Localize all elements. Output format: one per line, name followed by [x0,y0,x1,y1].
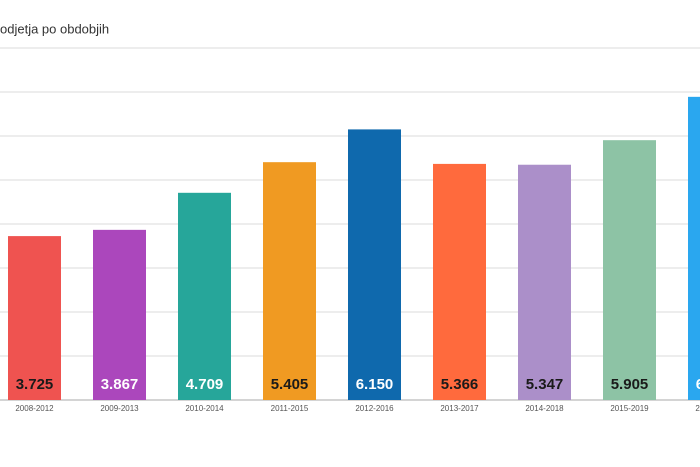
bar [688,96,700,400]
bar [518,164,571,400]
x-tick-label: 2013-2017 [440,404,479,413]
bar [178,192,231,400]
data-label: 3.725 [16,376,54,393]
x-tick-label: 2014-2018 [525,404,564,413]
data-label: 5.347 [526,376,564,393]
x-tick-label: 2010-2014 [185,404,224,413]
x-tick-label: 2009-2013 [100,404,139,413]
x-tick-label: 2016-2020 [695,404,700,413]
x-tick-label: 2008-2012 [15,404,54,413]
chart-title: odjetja po obdobjih [0,21,109,36]
data-label: 6.150 [356,376,394,393]
bar [93,229,146,400]
data-label: 3.867 [101,376,139,393]
x-tick-label: 2011-2015 [271,404,309,413]
bar [263,162,316,400]
bar [348,129,401,400]
data-label: 4.709 [186,376,224,393]
x-tick-label: 2012-2016 [355,404,394,413]
bar [8,236,61,400]
data-label: 6.890 [696,376,700,393]
bar [603,140,656,400]
data-label: 5.905 [611,376,649,393]
data-label: 5.366 [441,376,479,393]
x-tick-label: 2015-2019 [610,404,649,413]
data-label: 5.405 [271,376,309,393]
bar [433,163,486,400]
